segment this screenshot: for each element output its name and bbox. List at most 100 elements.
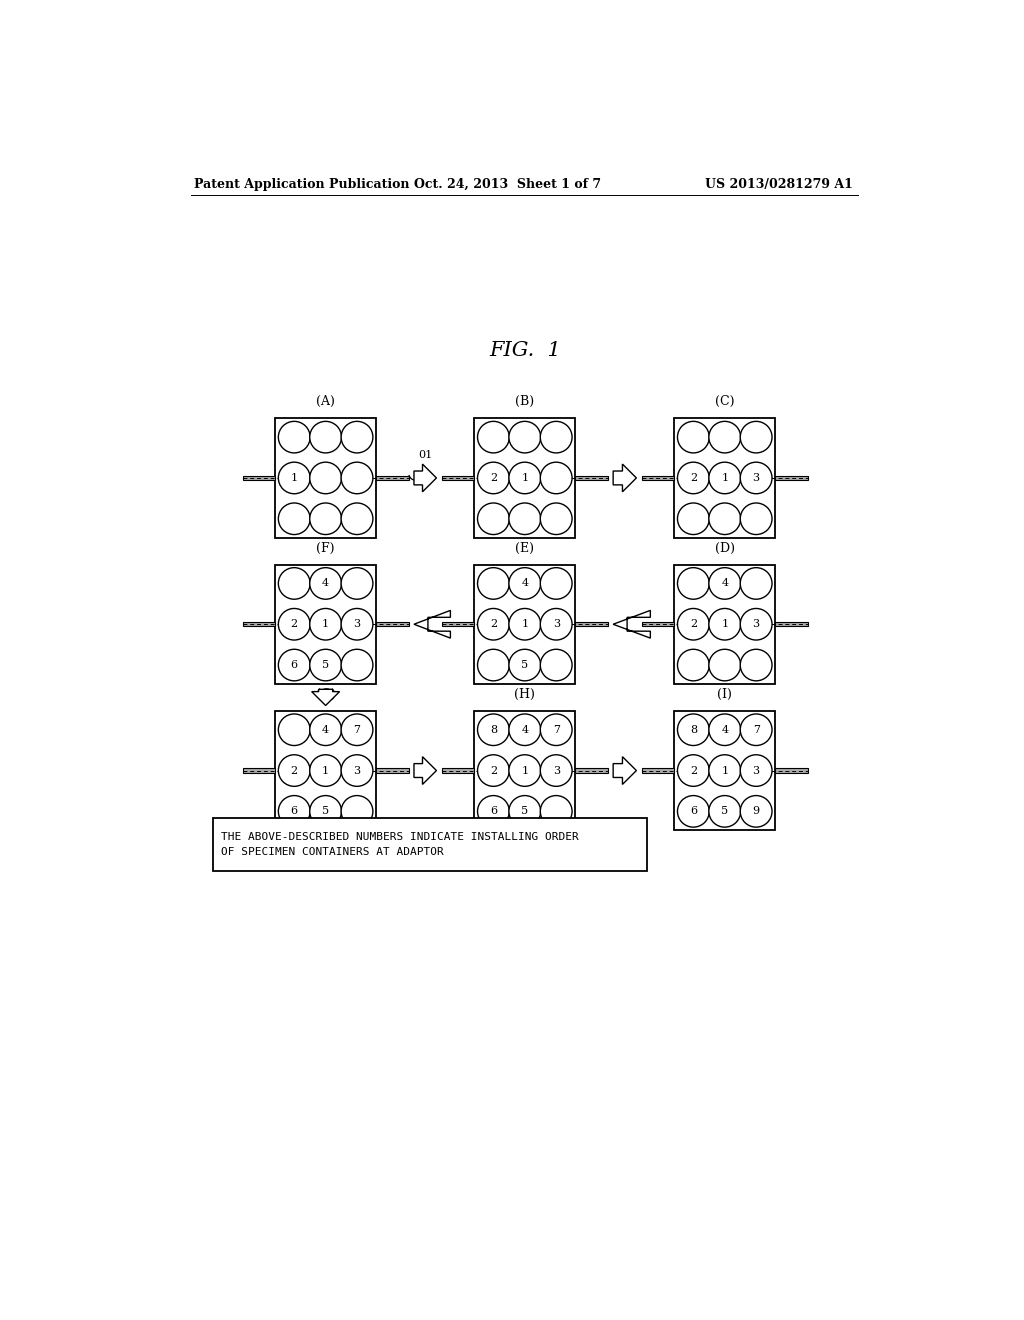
Circle shape <box>477 714 509 746</box>
Text: 5: 5 <box>323 660 329 671</box>
Text: 3: 3 <box>753 473 760 483</box>
Circle shape <box>309 755 342 787</box>
Circle shape <box>509 609 541 640</box>
Bar <box>775 475 808 480</box>
Circle shape <box>477 421 509 453</box>
Text: 1: 1 <box>521 619 528 630</box>
Circle shape <box>279 755 310 787</box>
Circle shape <box>309 568 342 599</box>
Bar <box>243 768 275 772</box>
Circle shape <box>678 421 710 453</box>
Text: 9: 9 <box>753 807 760 816</box>
Circle shape <box>709 714 740 746</box>
Text: 8: 8 <box>489 725 497 735</box>
Text: 2: 2 <box>291 619 298 630</box>
Circle shape <box>541 714 572 746</box>
Text: (H): (H) <box>514 688 536 701</box>
Text: 4: 4 <box>323 578 329 589</box>
Text: 4: 4 <box>521 578 528 589</box>
Circle shape <box>279 421 310 453</box>
Circle shape <box>309 609 342 640</box>
Text: (F): (F) <box>316 541 335 554</box>
Circle shape <box>678 796 710 828</box>
Circle shape <box>709 421 740 453</box>
Bar <box>474 711 575 830</box>
Circle shape <box>509 568 541 599</box>
Polygon shape <box>613 756 636 784</box>
Text: 5: 5 <box>721 807 728 816</box>
Text: 7: 7 <box>753 725 760 735</box>
Bar <box>642 475 675 480</box>
Text: 1: 1 <box>291 473 298 483</box>
Circle shape <box>477 755 509 787</box>
Text: 1: 1 <box>721 473 728 483</box>
Circle shape <box>709 609 740 640</box>
Circle shape <box>341 649 373 681</box>
Bar <box>575 622 607 627</box>
Circle shape <box>341 568 373 599</box>
Circle shape <box>541 755 572 787</box>
Text: 3: 3 <box>553 619 560 630</box>
Circle shape <box>279 503 310 535</box>
Text: 1: 1 <box>721 766 728 776</box>
Text: (G): (G) <box>315 688 336 701</box>
Polygon shape <box>613 465 636 492</box>
Text: 1: 1 <box>323 766 329 776</box>
Bar <box>243 622 275 627</box>
Bar <box>376 768 409 772</box>
Text: 1: 1 <box>521 766 528 776</box>
Text: (E): (E) <box>515 541 535 554</box>
Circle shape <box>341 421 373 453</box>
Text: (D): (D) <box>715 541 735 554</box>
Bar <box>442 622 474 627</box>
Text: 6: 6 <box>291 807 298 816</box>
Circle shape <box>740 503 772 535</box>
Text: 4: 4 <box>323 725 329 735</box>
Circle shape <box>509 649 541 681</box>
Circle shape <box>309 503 342 535</box>
Text: Patent Application Publication: Patent Application Publication <box>194 178 410 190</box>
Circle shape <box>309 421 342 453</box>
Text: 8: 8 <box>690 725 697 735</box>
Text: 2: 2 <box>690 473 697 483</box>
Circle shape <box>341 796 373 828</box>
Bar <box>675 711 775 830</box>
Circle shape <box>509 714 541 746</box>
Circle shape <box>709 503 740 535</box>
Polygon shape <box>414 610 451 638</box>
Circle shape <box>541 462 572 494</box>
Text: 5: 5 <box>521 660 528 671</box>
Circle shape <box>678 503 710 535</box>
Circle shape <box>341 714 373 746</box>
Bar <box>275 418 376 537</box>
Circle shape <box>740 714 772 746</box>
Circle shape <box>279 462 310 494</box>
Circle shape <box>477 503 509 535</box>
Bar <box>376 475 409 480</box>
Circle shape <box>341 503 373 535</box>
Circle shape <box>740 568 772 599</box>
Circle shape <box>477 649 509 681</box>
Circle shape <box>541 568 572 599</box>
Circle shape <box>477 796 509 828</box>
Circle shape <box>279 649 310 681</box>
Text: (C): (C) <box>715 395 734 408</box>
Circle shape <box>309 649 342 681</box>
Text: 6: 6 <box>291 660 298 671</box>
Bar <box>642 768 675 772</box>
Bar <box>442 475 474 480</box>
Text: 2: 2 <box>489 766 497 776</box>
Circle shape <box>309 462 342 494</box>
Circle shape <box>541 421 572 453</box>
Circle shape <box>279 568 310 599</box>
Bar <box>575 475 607 480</box>
Text: 7: 7 <box>553 725 560 735</box>
Bar <box>474 418 575 537</box>
Text: 2: 2 <box>489 473 497 483</box>
Circle shape <box>678 649 710 681</box>
Circle shape <box>709 568 740 599</box>
Bar <box>213 818 647 871</box>
Bar <box>275 711 376 830</box>
Bar <box>675 565 775 684</box>
Bar <box>376 622 409 627</box>
